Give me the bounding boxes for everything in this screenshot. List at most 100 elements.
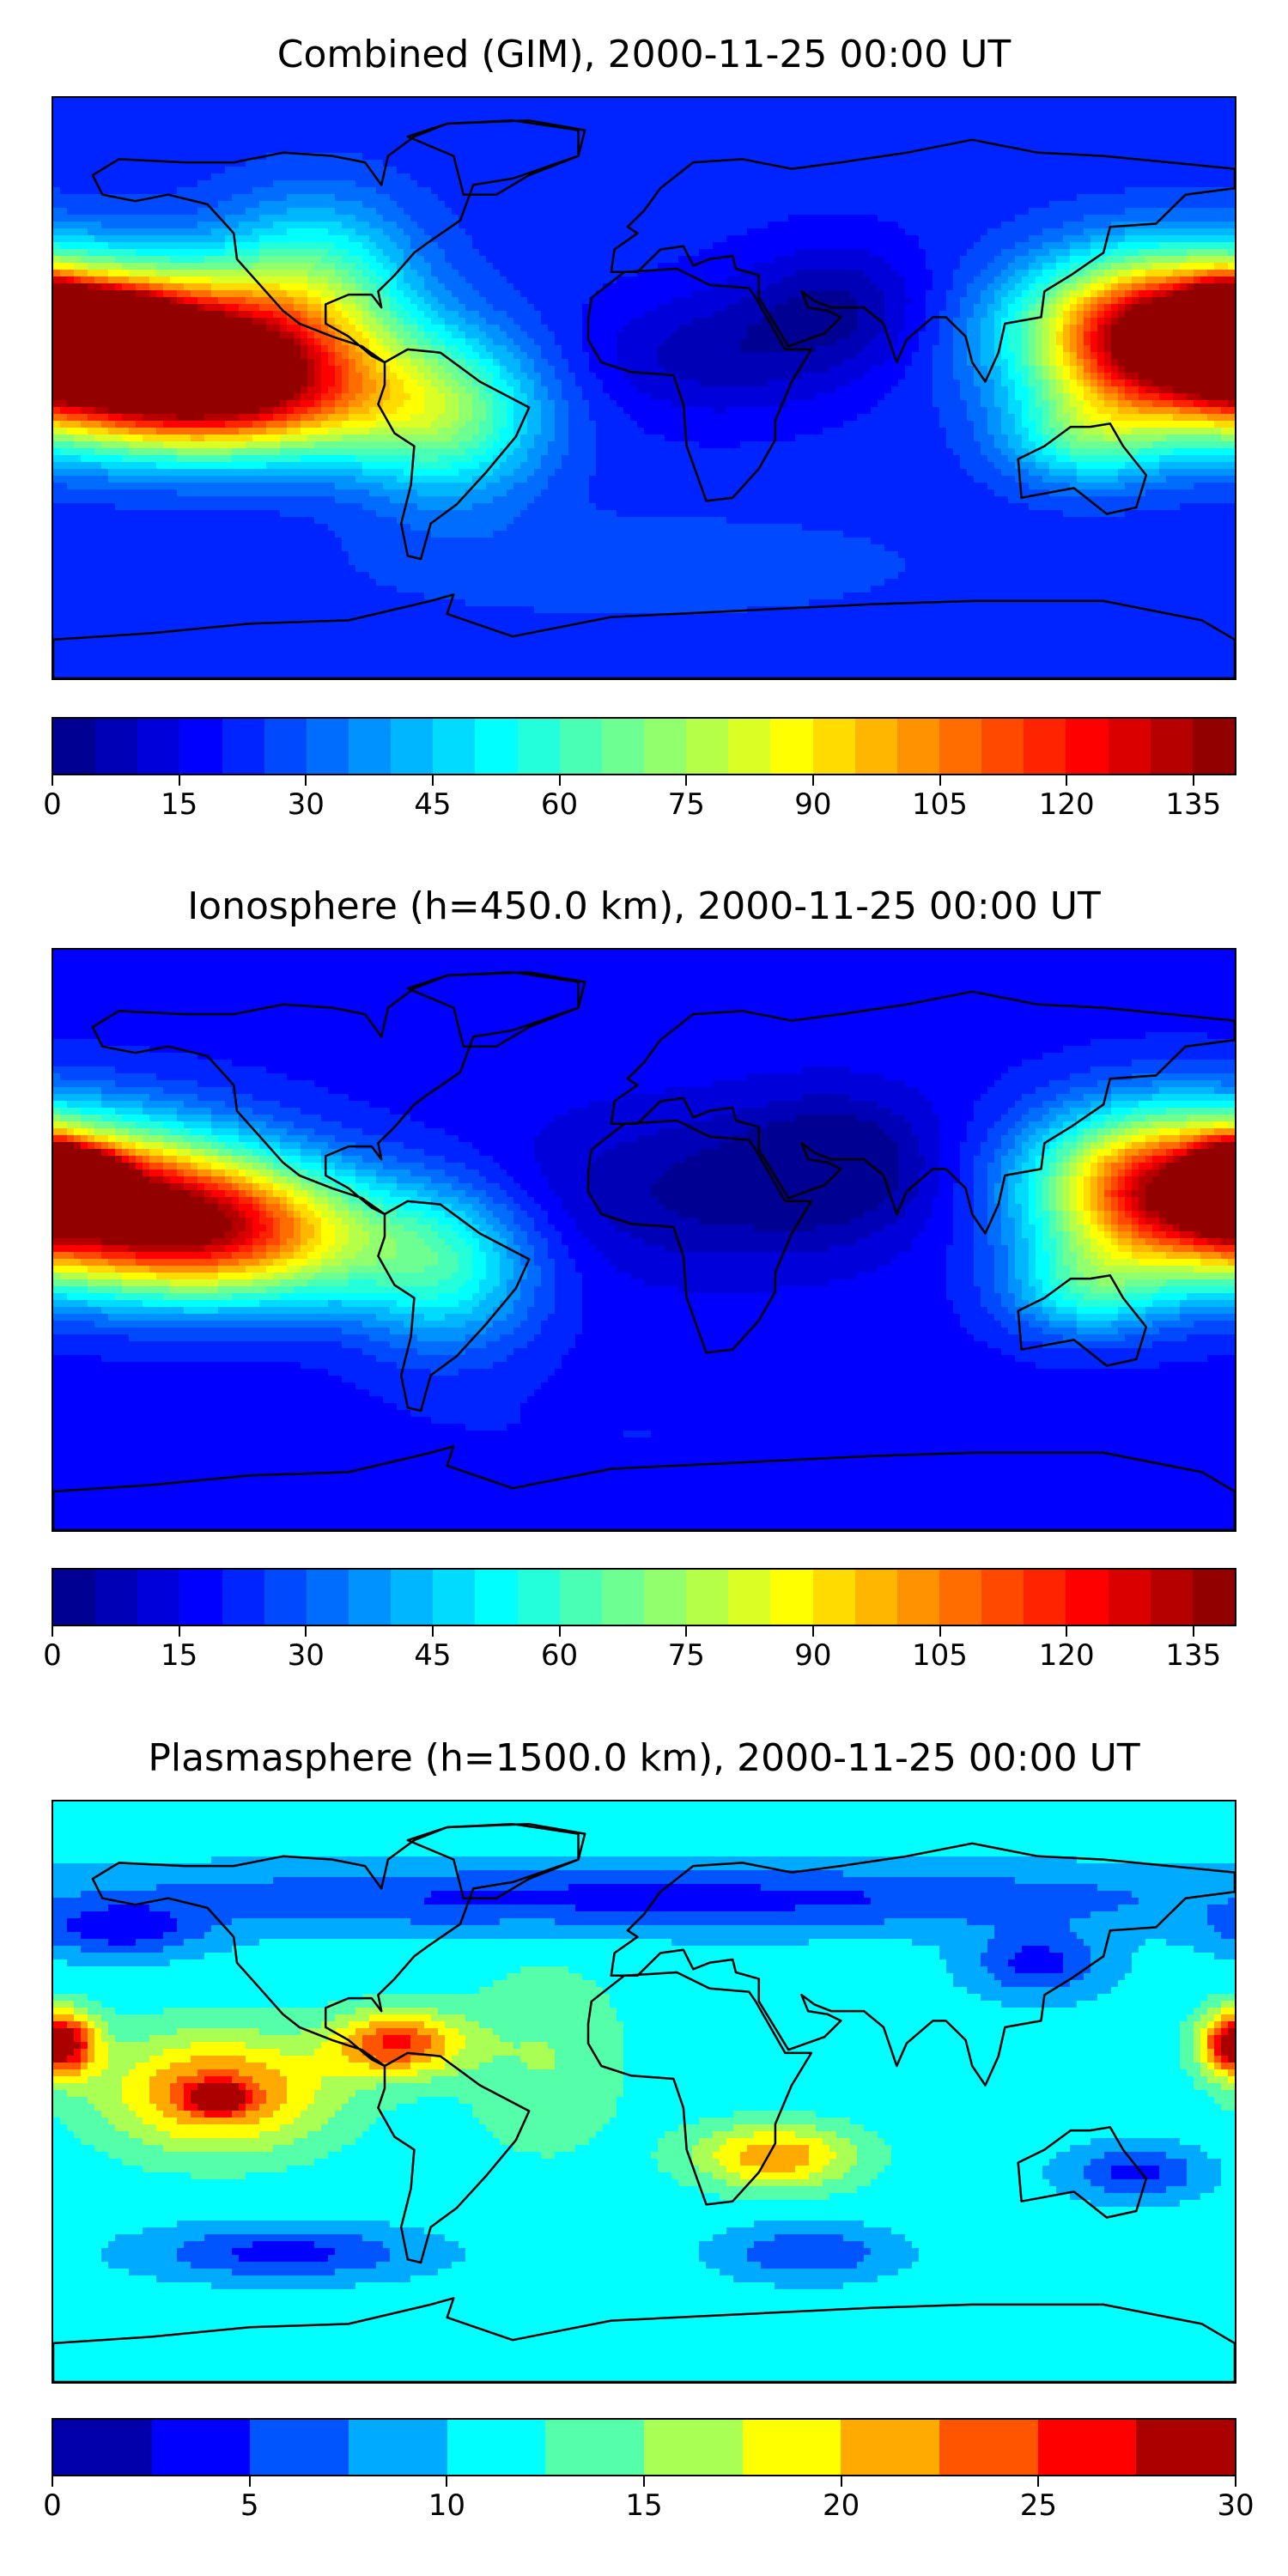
colorbar-tick-label: 90 <box>794 1638 831 1673</box>
colorbar-tick-mark <box>1066 1626 1068 1637</box>
field-cells <box>53 98 1235 678</box>
coastline-north-america <box>91 119 580 364</box>
colorbar-tick-label: 15 <box>161 1638 197 1673</box>
colorbar-tick-mark <box>1066 775 1068 786</box>
colorbar-tick-label: 120 <box>1039 787 1095 822</box>
colorbar-cell <box>222 1570 265 1625</box>
colorbar-tick-label: 25 <box>1020 2488 1057 2523</box>
colorbar-cell <box>306 1570 349 1625</box>
coastline-north-america <box>91 971 580 1216</box>
colorbar-tick-mark <box>939 1626 941 1637</box>
coastline-south-america <box>377 348 531 561</box>
colorbar-tick-mark <box>1192 775 1194 786</box>
colorbar-cell <box>179 719 223 774</box>
map-combined <box>52 96 1236 680</box>
colorbar-cell <box>1150 719 1194 774</box>
colorbar-tick-label: 120 <box>1039 1638 1095 1673</box>
colorbar-tick-mark <box>685 775 688 786</box>
colorbar-cell <box>53 719 97 774</box>
colorbar-cell <box>1037 2420 1138 2475</box>
colorbar-cell <box>1066 1570 1109 1625</box>
colorbar-cell <box>981 1570 1025 1625</box>
colorbar-tick-mark <box>178 775 180 786</box>
colorbar-cell <box>475 719 519 774</box>
coastline-europe-asia <box>610 1842 1235 2087</box>
colorbar-cell <box>222 719 265 774</box>
colorbar-cell <box>1108 1570 1151 1625</box>
colorbar-tick-label: 135 <box>1165 1638 1221 1673</box>
coastline-south-america <box>377 2051 531 2264</box>
colorbar-cell <box>981 719 1025 774</box>
panel-title-combined: Combined (GIM), 2000-11-25 00:00 UT <box>52 33 1236 77</box>
colorbar-tick-label: 15 <box>161 787 197 822</box>
colorbar-tick-mark <box>1037 2476 1040 2487</box>
colorbar-cell <box>53 1570 97 1625</box>
colorbar-cell <box>264 719 307 774</box>
coastline-australia <box>1017 2126 1148 2219</box>
colorbar-tick-mark <box>178 1626 180 1637</box>
colorbar-cell <box>644 2420 744 2475</box>
coastline-antarctica <box>53 2297 1235 2382</box>
colorbar-cell <box>1108 719 1151 774</box>
colorbar-tick-label: 15 <box>625 2488 662 2523</box>
coastline-antarctica <box>53 1445 1235 1530</box>
colorbar-cell <box>517 1570 561 1625</box>
map-field-ionosphere <box>53 950 1235 1530</box>
colorbar-tick-label: 60 <box>541 787 578 822</box>
colorbar-cell <box>559 1570 603 1625</box>
coastline-africa <box>586 1971 813 2206</box>
colorbar-cell <box>742 2420 842 2475</box>
colorbar-cell <box>896 719 940 774</box>
colorbar-cell <box>939 1570 983 1625</box>
colorbar-tick-label: 135 <box>1165 787 1221 822</box>
coastline-antarctica <box>53 593 1235 678</box>
colorbar-tick-mark <box>811 775 814 786</box>
map-plasmasphere <box>52 1800 1236 2384</box>
colorbar-tick-mark <box>643 2476 645 2487</box>
colorbar-cell <box>151 2420 252 2475</box>
colorbar-tick-mark <box>811 1626 814 1637</box>
colorbar-cell <box>250 2420 349 2475</box>
colorbar-tick-label: 5 <box>240 2488 259 2523</box>
colorbar-tick-mark <box>685 1626 688 1637</box>
field-cells <box>53 950 1235 1530</box>
colorbar-cell <box>1066 719 1109 774</box>
colorbar-tick-label: 105 <box>912 1638 968 1673</box>
colorbar-tick-label: 0 <box>43 2488 62 2523</box>
colorbar-cell <box>939 719 983 774</box>
colorbar-tick-label: 30 <box>288 1638 325 1673</box>
colorbar-tick-label: 0 <box>43 787 62 822</box>
colorbar-tick-mark <box>431 1626 434 1637</box>
colorbar-cell <box>728 719 772 774</box>
colorbar-tick-label: 45 <box>414 1638 451 1673</box>
colorbar-cell <box>1192 1570 1235 1625</box>
coastline-australia <box>1017 422 1148 515</box>
panel-title-ionosphere: Ionosphere (h=450.0 km), 2000-11-25 00:0… <box>52 884 1236 929</box>
colorbar-cell <box>1024 719 1067 774</box>
coastline-australia <box>1017 1274 1148 1367</box>
colorbar-cell <box>391 719 434 774</box>
colorbar-tick-mark <box>840 2476 842 2487</box>
colorbar-tick-mark <box>52 775 53 786</box>
map-ionosphere <box>52 948 1236 1532</box>
colorbar-tick-mark <box>431 775 434 786</box>
colorbar-cell <box>1136 2420 1235 2475</box>
colorbar-cell <box>349 719 392 774</box>
colorbar-tick-label: 75 <box>668 1638 705 1673</box>
map-field-plasmasphere <box>53 1801 1235 2382</box>
colorbar-tick-mark <box>52 2476 53 2487</box>
colorbar-plasmasphere <box>52 2418 1236 2476</box>
colorbar-cell <box>644 719 688 774</box>
colorbar-tick-mark <box>305 1626 307 1637</box>
colorbar-cell <box>1150 1570 1194 1625</box>
coastline-africa <box>586 1119 813 1354</box>
coastline-europe-asia <box>610 990 1235 1235</box>
colorbar-tick-label: 90 <box>794 787 831 822</box>
colorbar-ticks-combined: 0 15 30 45 60 75 90 105 120 135 <box>43 775 1236 827</box>
colorbar-cell <box>545 2420 645 2475</box>
colorbar-cell <box>433 719 477 774</box>
colorbar-cell <box>770 719 814 774</box>
colorbar-cell <box>179 1570 223 1625</box>
colorbar-ticks-plasmasphere: 0 5 10 15 20 25 30 <box>43 2476 1255 2528</box>
colorbar-cell <box>812 719 856 774</box>
